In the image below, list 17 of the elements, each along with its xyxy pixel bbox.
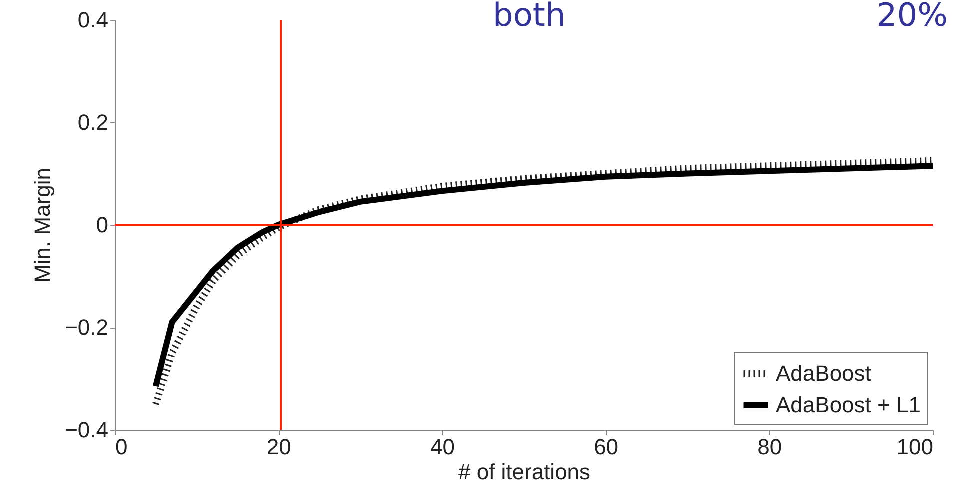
y-tick-label: 0.2 [78,110,108,135]
x-axis-title: # of iterations [458,460,591,484]
x-tick-label: 60 [594,434,619,460]
legend-label: AdaBoost + L1 [776,392,921,418]
x-tick-label: 80 [758,434,782,460]
legend-label: AdaBoost [776,361,872,386]
y-axis-title: Min. Margin [30,168,56,283]
x-tick-label: 40 [430,434,455,460]
y-tick-label: 0 [96,212,108,238]
y-tick-label: 0.4 [78,8,108,32]
annotation: both [493,0,566,34]
y-tick-label: −0.2 [65,315,108,340]
x-tick-label: 0 [116,434,128,460]
x-tick-label: 100 [896,434,934,460]
x-tick-label: 20 [266,434,292,460]
annotation: 20% [876,0,948,34]
y-tick-label: −0.4 [65,418,108,442]
